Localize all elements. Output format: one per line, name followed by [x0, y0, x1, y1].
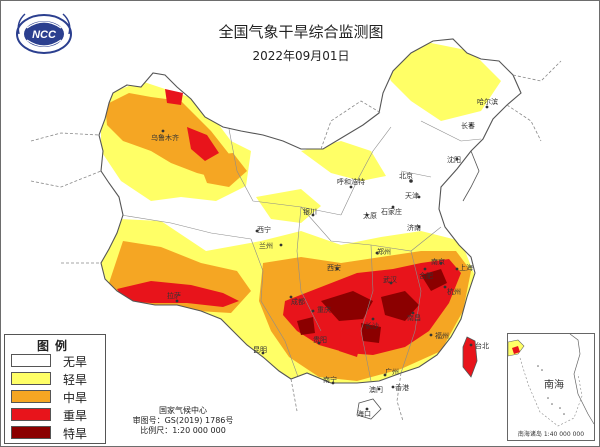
review-number: 审图号：GS(2019) 1786号 — [132, 416, 234, 425]
city-label: 昆明 — [253, 346, 267, 354]
legend-label: 无旱 — [63, 355, 88, 369]
hainan — [356, 398, 382, 420]
city-label: 香港 — [395, 384, 409, 392]
inset-sea-name: 南海 — [544, 380, 564, 391]
legend-label: 重旱 — [63, 409, 88, 423]
city-label: 杭州 — [447, 288, 461, 296]
legend-label: 轻旱 — [63, 373, 88, 387]
city-label: 贵阳 — [313, 336, 327, 344]
ncc-logo-icon: NCC — [16, 13, 72, 54]
legend-swatch — [11, 390, 51, 403]
city-label: 西宁 — [257, 226, 271, 234]
legend-swatch — [11, 354, 51, 367]
city-label: 太原 — [363, 212, 377, 220]
south-china-sea-inset: 南海 南海诸岛 1:40 000 000 — [507, 333, 595, 441]
city-label: 乌鲁木齐 — [151, 134, 179, 142]
city-label: 呼和浩特 — [337, 178, 365, 186]
map-footer: 国家气候中心 审图号：GS(2019) 1786号 比例尺：1:20 000 0… — [113, 406, 253, 436]
city-label: 重庆 — [317, 306, 331, 314]
agency-name: 国家气候中心 — [159, 406, 207, 415]
legend-title: 图例 — [36, 339, 73, 353]
taiwan — [462, 336, 478, 378]
legend-label: 特旱 — [63, 427, 88, 441]
map-scale: 比例尺：1:20 000 000 — [140, 426, 226, 435]
inset-scale-value: 1:40 000 000 — [543, 431, 585, 438]
city-label: 福州 — [435, 332, 449, 340]
city-label: 澳门 — [369, 386, 383, 394]
legend-item-none: 无旱 — [11, 353, 103, 369]
inset-caption: 南海诸岛 1:40 000 000 — [508, 429, 594, 438]
legend-swatch — [11, 372, 51, 385]
city-label: 银川 — [303, 208, 317, 216]
city-label: 北京 — [399, 172, 413, 180]
city-label: 合肥 — [419, 272, 433, 280]
legend-swatch — [11, 408, 51, 421]
legend-item-extreme: 特旱 — [11, 425, 103, 441]
national-border — [98, 38, 522, 384]
city-label: 南宁 — [323, 376, 337, 384]
city-label: 台北 — [475, 342, 489, 350]
legend-item-light: 轻旱 — [11, 371, 103, 387]
inset-title: 南海诸岛 — [517, 431, 542, 438]
city-label: 济南 — [407, 224, 421, 232]
city-label: 南京 — [431, 258, 445, 266]
legend-swatch — [11, 426, 51, 439]
city-label: 石家庄 — [381, 208, 402, 216]
city-label: 郑州 — [377, 248, 391, 256]
legend: 图例 无旱 轻旱 中旱 重旱 特旱 — [4, 334, 106, 444]
city-label: 天津 — [405, 192, 419, 200]
city-label: 成都 — [291, 298, 305, 306]
city-label: 广州 — [385, 368, 399, 376]
legend-item-severe: 重旱 — [11, 407, 103, 423]
city-label: 长沙 — [365, 322, 379, 330]
logo-text: NCC — [32, 29, 57, 41]
city-label: 武汉 — [383, 276, 397, 284]
city-label: 哈尔滨 — [477, 98, 498, 106]
city-label: 南昌 — [407, 314, 421, 322]
drought-regions — [101, 41, 501, 383]
city-label: 拉萨 — [167, 292, 181, 300]
legend-item-moderate: 中旱 — [11, 389, 103, 405]
map-date: 2022年09月01日 — [252, 49, 350, 63]
city-label: 上海 — [459, 264, 473, 272]
map-title: 全国气象干旱综合监测图 — [218, 23, 384, 41]
city-label: 兰州 — [259, 242, 273, 250]
inset-map-graphic — [508, 334, 594, 427]
city-label: 长春 — [461, 122, 475, 130]
city-label: 西安 — [327, 264, 341, 272]
legend-label: 中旱 — [63, 391, 88, 405]
city-label: 海口 — [357, 410, 371, 418]
city-label: 沈阳 — [447, 156, 461, 164]
